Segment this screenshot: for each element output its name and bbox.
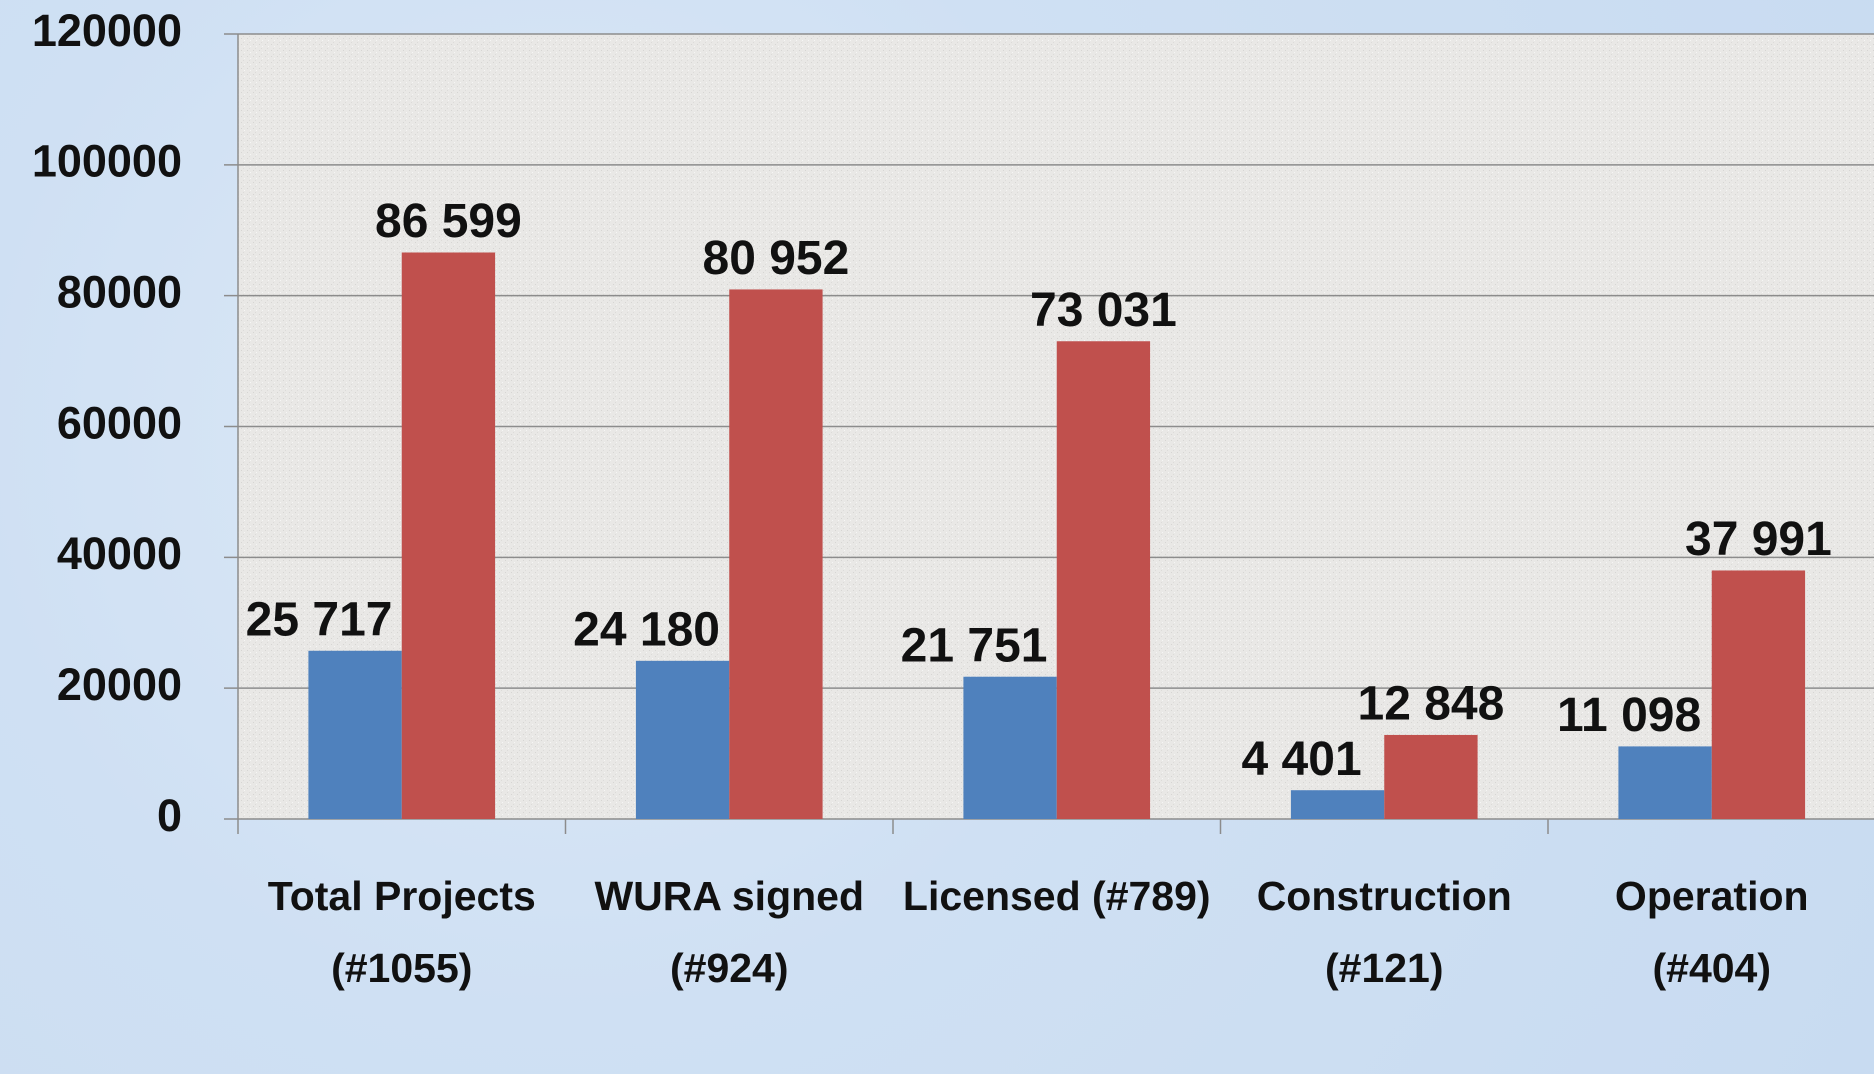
data-label: 37 991 xyxy=(1685,513,1832,566)
bar xyxy=(635,660,730,819)
bar xyxy=(401,252,496,819)
data-label: 86 599 xyxy=(375,195,522,248)
y-tick-label: 80000 xyxy=(57,267,182,318)
y-tick-label: 0 xyxy=(157,790,182,841)
data-label: 21 751 xyxy=(901,619,1048,672)
x-tick-label: Licensed (#789) xyxy=(902,873,1211,919)
data-label: 80 952 xyxy=(703,232,850,285)
bar xyxy=(729,289,823,820)
data-label: 73 031 xyxy=(1030,284,1177,337)
y-tick-label: 100000 xyxy=(32,136,182,187)
bar xyxy=(1384,734,1478,819)
x-tick-label: Construction (#121) xyxy=(1256,873,1512,991)
data-label: 4 401 xyxy=(1242,733,1362,786)
bar xyxy=(308,650,402,819)
x-tick-label: Total Projects (#1055) xyxy=(267,873,536,991)
bar xyxy=(1618,746,1712,819)
data-label: 25 717 xyxy=(246,593,393,646)
bar xyxy=(963,676,1057,819)
bar xyxy=(1711,570,1806,819)
x-tick-label: Operation (#404) xyxy=(1614,873,1809,991)
y-tick-label: 40000 xyxy=(57,528,182,579)
y-tick-label: 20000 xyxy=(57,659,182,710)
y-tick-label: 60000 xyxy=(57,397,182,448)
y-tick-label: 120000 xyxy=(32,5,182,56)
x-tick-label: WURA signed (#924) xyxy=(594,873,865,991)
bar xyxy=(1056,341,1151,819)
data-label: 24 180 xyxy=(573,603,720,656)
bar xyxy=(1290,790,1385,819)
data-label: 11 098 xyxy=(1557,689,1701,742)
data-label: 12 848 xyxy=(1358,678,1505,731)
